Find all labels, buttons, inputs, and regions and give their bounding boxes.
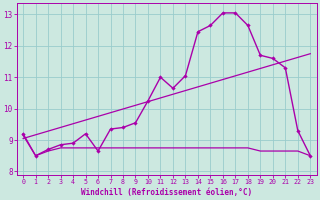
X-axis label: Windchill (Refroidissement éolien,°C): Windchill (Refroidissement éolien,°C)	[81, 188, 252, 197]
